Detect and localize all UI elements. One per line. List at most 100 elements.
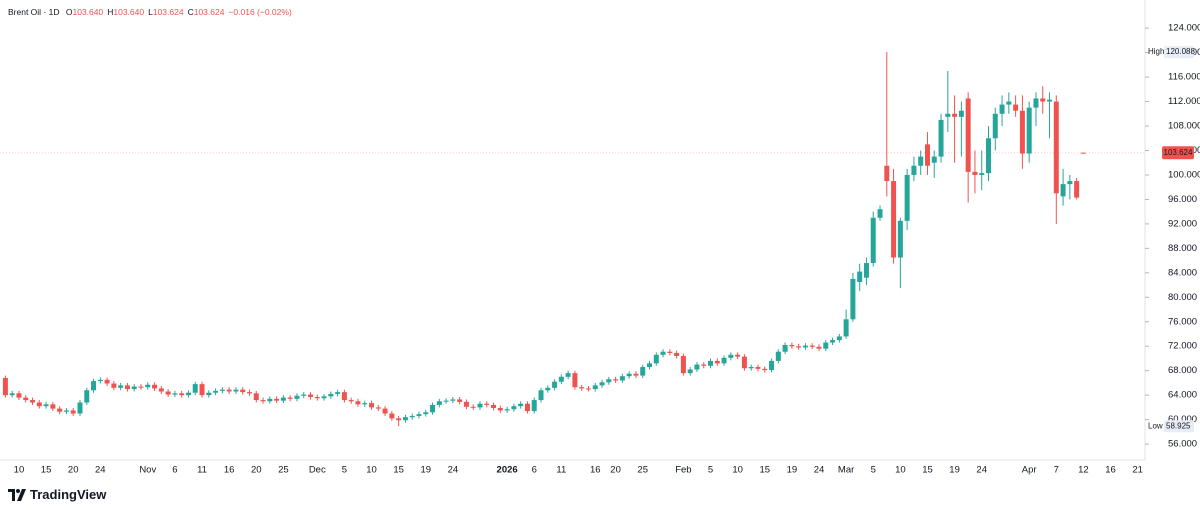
candle	[389, 411, 395, 421]
x-tick-label: 16	[590, 465, 601, 476]
candle-body	[701, 364, 707, 366]
candle-body	[945, 113, 951, 117]
candle	[430, 402, 436, 415]
candle	[57, 406, 63, 415]
candle	[836, 333, 842, 343]
candle-body	[1013, 104, 1019, 111]
candle-body	[97, 379, 103, 382]
candle-body	[23, 397, 29, 401]
candle	[687, 367, 693, 376]
candle	[294, 393, 300, 402]
candle-body	[640, 367, 646, 376]
candle	[43, 401, 49, 409]
candle	[9, 390, 15, 398]
candle-body	[1019, 110, 1025, 154]
y-tick-label: 56.000	[1168, 439, 1197, 450]
candle	[524, 401, 530, 414]
candle	[497, 405, 503, 413]
candle-body	[165, 391, 171, 395]
candle	[213, 388, 219, 396]
candle	[918, 150, 924, 175]
candle	[823, 340, 829, 352]
candle	[843, 309, 849, 339]
x-tick-label: 19	[420, 465, 431, 476]
candle	[924, 132, 930, 175]
candle-body	[850, 278, 856, 320]
candle	[565, 370, 571, 380]
candle-body	[572, 373, 578, 388]
candle-body	[647, 363, 652, 368]
candle-body	[741, 356, 747, 369]
candle	[1074, 178, 1080, 200]
y-tick-label: 124.000	[1168, 23, 1200, 34]
candle	[226, 387, 232, 394]
candle-body	[802, 345, 808, 348]
candle-body	[524, 403, 530, 412]
candle-body	[952, 113, 958, 117]
candle-body	[131, 386, 137, 390]
candle	[50, 401, 56, 412]
extreme-value: 120.088	[1166, 47, 1195, 56]
candle	[402, 414, 408, 423]
candle-body	[43, 404, 49, 407]
candle-body	[619, 376, 625, 381]
candle-body	[321, 396, 327, 399]
candle-body	[965, 98, 971, 172]
candle-body	[260, 400, 266, 402]
candle-body	[416, 414, 422, 416]
candle-body	[104, 379, 110, 384]
ohlc-key: C	[187, 7, 194, 17]
candle	[667, 349, 673, 356]
candle-body	[721, 357, 727, 364]
candle-body	[599, 382, 605, 386]
candle	[782, 342, 788, 355]
candle-body	[789, 345, 795, 347]
y-tick-label: 96.000	[1168, 194, 1197, 205]
candle-body	[111, 383, 117, 388]
candle-body	[511, 406, 517, 410]
candle-body	[369, 403, 375, 408]
candle	[599, 379, 605, 388]
candle-body	[362, 403, 368, 405]
candle	[721, 355, 727, 366]
candle-body	[843, 319, 849, 337]
y-tick-label: 84.000	[1168, 267, 1197, 278]
x-tick-label: 15	[41, 465, 52, 476]
ohlc-key: H	[107, 7, 114, 17]
legend-header: Brent Oil · 1D O103.640 H103.640 L103.624 C…	[8, 7, 292, 17]
candle-body	[667, 351, 673, 353]
candle-body	[280, 397, 286, 401]
candle	[735, 352, 741, 360]
x-tick-label: 12	[1078, 465, 1089, 476]
candle-body	[762, 368, 768, 371]
candle	[680, 353, 686, 376]
candle	[1033, 92, 1039, 127]
candle	[552, 379, 558, 391]
x-tick-label: 5	[708, 465, 713, 476]
candle	[280, 395, 286, 404]
candle	[16, 390, 22, 401]
x-tick-label: 15	[922, 465, 933, 476]
candle	[958, 101, 964, 157]
x-tick-label: 20	[610, 465, 621, 476]
candle	[253, 390, 259, 403]
candle	[172, 390, 178, 397]
candle-body	[911, 165, 917, 175]
candle	[653, 352, 659, 366]
candle	[369, 400, 375, 410]
candle	[714, 358, 720, 366]
y-tick-label: 68.000	[1168, 365, 1197, 376]
candle-body	[891, 181, 897, 258]
candle	[63, 408, 69, 415]
extreme-label: Low	[1148, 421, 1163, 430]
candle-body	[518, 403, 524, 407]
candle	[870, 211, 876, 267]
candle	[816, 344, 822, 352]
x-tick-label: 15	[759, 465, 770, 476]
candle-body	[558, 376, 564, 382]
candle	[104, 377, 110, 386]
candle-body	[246, 392, 252, 394]
candle-body	[1026, 107, 1032, 154]
x-tick-label: Apr	[1022, 465, 1037, 476]
brand-logo	[8, 488, 26, 501]
